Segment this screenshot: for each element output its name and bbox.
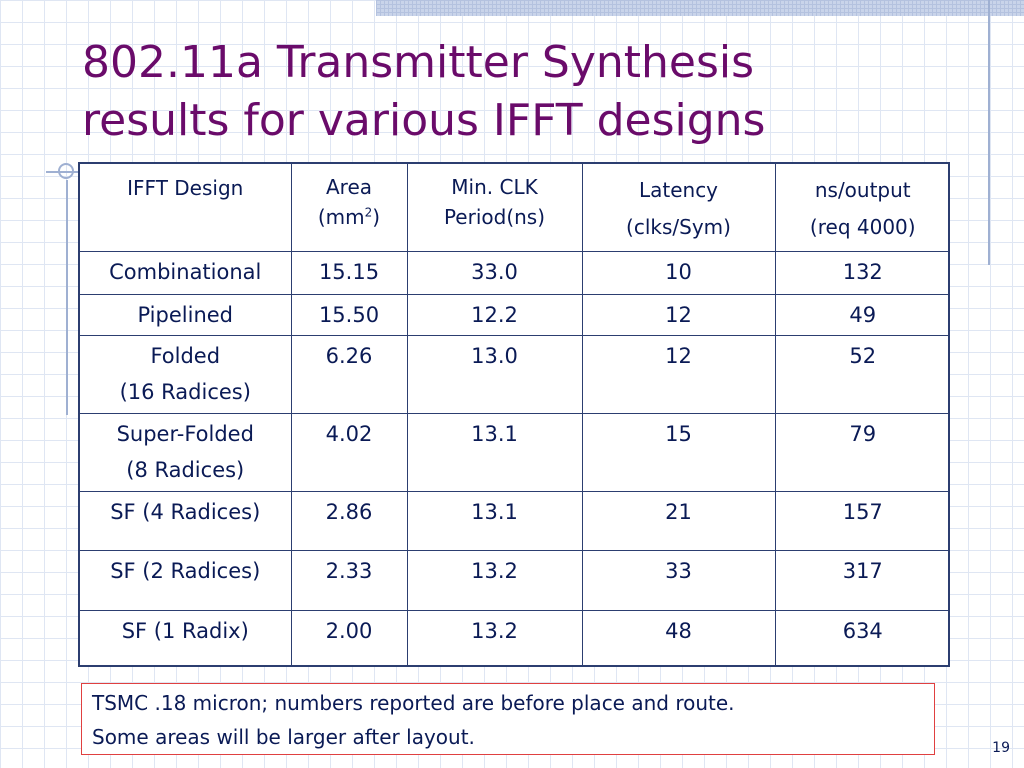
table-row: Combinational 15.15 33.0 10 132 [80,250,950,295]
cell-area: 2.86 [290,490,408,551]
cell-area: 15.15 [290,250,408,295]
right-decorative-line [988,0,990,265]
cell-area: 2.00 [290,609,408,667]
cell-latency: 33 [581,549,776,611]
cell-design: Combinational [80,250,292,295]
cell-design: Super-Folded (8 Radices) [80,412,292,492]
cell-ns-output: 132 [774,250,950,295]
cell-latency: 15 [581,412,776,492]
header-latency: Latency (clks/Sym) [581,164,776,252]
cell-design: SF (4 Radices) [80,490,292,551]
cell-latency: 12 [581,293,776,336]
cell-ns-output: 634 [774,609,950,667]
cell-ns-output: 317 [774,549,950,611]
cell-design: Folded (16 Radices) [80,334,292,414]
header-area: Area (mm2) [290,164,408,252]
cell-clk-period: 13.1 [406,490,583,551]
table-row: Pipelined 15.50 12.2 12 49 [80,293,950,336]
table-row: Super-Folded (8 Radices) 4.02 13.1 15 79 [80,412,950,492]
cell-ns-output: 79 [774,412,950,492]
cell-latency: 12 [581,334,776,414]
table-row: SF (4 Radices) 2.86 13.1 21 157 [80,490,950,551]
table-row: SF (1 Radix) 2.00 13.2 48 634 [80,609,950,667]
cell-design: Pipelined [80,293,292,336]
cell-clk-period: 13.1 [406,412,583,492]
cell-area: 15.50 [290,293,408,336]
title-line-1: 802.11a Transmitter Synthesis [82,37,755,88]
table-header-row: IFFT Design Area (mm2) Min. CLK Period(n… [80,164,950,252]
cell-clk-period: 13.2 [406,549,583,611]
cell-ns-output: 49 [774,293,950,336]
title-line-2: results for various IFFT designs [82,95,766,146]
cell-latency: 21 [581,490,776,551]
cell-ns-output: 52 [774,334,950,414]
cell-design: SF (2 Radices) [80,549,292,611]
cell-clk-period: 33.0 [406,250,583,295]
cell-latency: 48 [581,609,776,667]
table-row: SF (2 Radices) 2.33 13.2 33 317 [80,549,950,611]
cell-area: 6.26 [290,334,408,414]
cell-area: 4.02 [290,412,408,492]
crosshair-icon [58,163,74,179]
results-table-frame: IFFT Design Area (mm2) Min. CLK Period(n… [78,162,950,667]
left-decorative-line [66,180,68,415]
cell-clk-period: 12.2 [406,293,583,336]
cell-ns-output: 157 [774,490,950,551]
cell-clk-period: 13.2 [406,609,583,667]
header-ns-output: ns/output (req 4000) [774,164,950,252]
top-decorative-band [376,0,1024,16]
footnote-line-2: Some areas will be larger after layout. [92,725,475,749]
results-table: IFFT Design Area (mm2) Min. CLK Period(n… [80,164,950,667]
cell-design: SF (1 Radix) [80,609,292,667]
header-ifft-design: IFFT Design [80,164,292,252]
table-row: Folded (16 Radices) 6.26 13.0 12 52 [80,334,950,414]
cell-area: 2.33 [290,549,408,611]
cell-clk-period: 13.0 [406,334,583,414]
footnote-box: TSMC .18 micron; numbers reported are be… [81,683,935,755]
header-min-clk-period: Min. CLK Period(ns) [406,164,583,252]
slide-title: 802.11a Transmitter Synthesis results fo… [82,34,982,150]
page-number: 19 [992,740,1010,756]
footnote-line-1: TSMC .18 micron; numbers reported are be… [92,691,735,715]
cell-latency: 10 [581,250,776,295]
